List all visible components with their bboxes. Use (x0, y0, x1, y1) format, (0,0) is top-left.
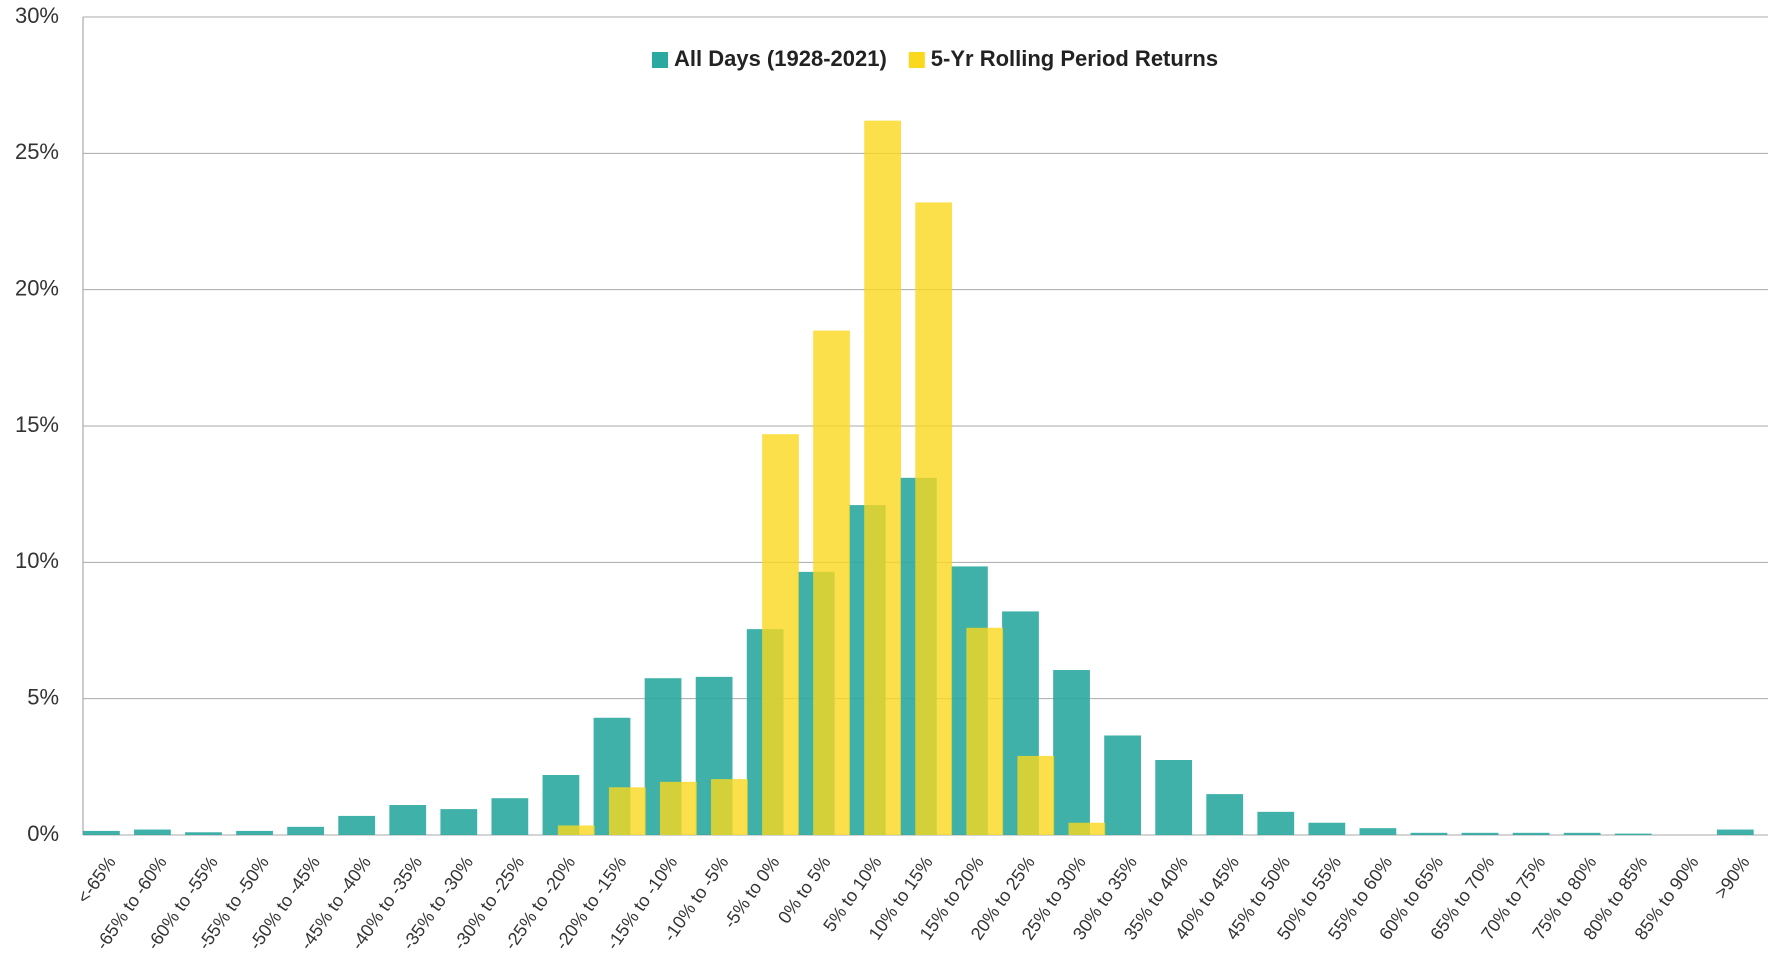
y-tick-label: 15% (15, 412, 59, 437)
legend-label: All Days (1928-2021) (674, 46, 887, 71)
bar (813, 330, 850, 835)
bar (557, 825, 595, 835)
y-tick-label: 5% (27, 684, 59, 709)
y-tick-label: 30% (15, 3, 59, 28)
bar (491, 798, 529, 835)
bar (1053, 670, 1090, 835)
bar (966, 627, 1004, 835)
bar (659, 781, 697, 835)
bar (915, 202, 953, 835)
bar (711, 779, 748, 835)
bar (1716, 829, 1754, 835)
bar (440, 809, 478, 835)
x-tick-label: <-65% (73, 853, 120, 908)
legend-label: 5-Yr Rolling Period Returns (931, 46, 1218, 71)
legend-swatch (652, 52, 668, 68)
y-tick-label: 10% (15, 548, 59, 573)
bar (1017, 755, 1055, 835)
y-tick-label: 0% (27, 821, 59, 846)
x-tick-label: >90% (1711, 853, 1754, 903)
bar (338, 815, 376, 835)
bar (1563, 832, 1601, 835)
bar (134, 829, 171, 835)
bar (1359, 828, 1397, 835)
bar (83, 830, 120, 835)
bar (1512, 832, 1550, 835)
bar (389, 805, 427, 835)
bar (236, 830, 273, 835)
bar (1614, 833, 1652, 835)
bar (1308, 822, 1346, 835)
bar (762, 434, 799, 835)
bar (1155, 760, 1193, 835)
y-tick-label: 25% (15, 139, 59, 164)
bar (1257, 811, 1295, 835)
bar (1068, 822, 1106, 835)
y-tick-label: 20% (15, 275, 59, 300)
legend-swatch (908, 52, 925, 68)
bar (1206, 794, 1244, 835)
bar (608, 787, 646, 835)
bar (287, 826, 325, 835)
bar (542, 775, 580, 835)
bar (185, 832, 222, 835)
bar (1410, 832, 1448, 835)
bar (1461, 832, 1499, 835)
bar (1104, 735, 1141, 835)
bar (864, 120, 901, 835)
